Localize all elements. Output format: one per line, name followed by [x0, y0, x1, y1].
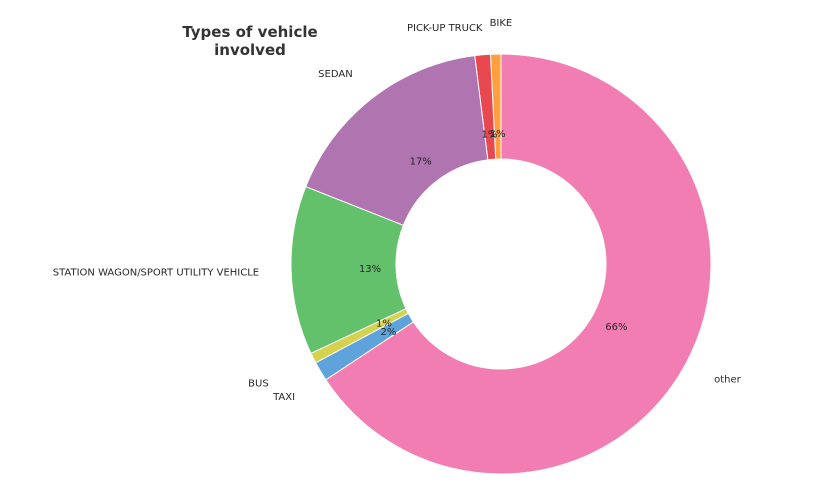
slice-other — [325, 53, 712, 475]
chart-title-line-1: Types of vehicle — [182, 23, 317, 41]
category-label-sedan: SEDAN — [318, 69, 353, 80]
pct-label-other: 66% — [605, 322, 627, 333]
percent-labels-group: 1%1%17%13%1%2% 66% — [359, 129, 628, 338]
pct-label-bike: 1% — [490, 129, 506, 140]
category-label-station-wagon-sport-utility-vehicle: STATION WAGON/SPORT UTILITY VEHICLE — [53, 268, 259, 279]
category-labels-group: BIKE PICK-UP TRUCK SEDAN STATION WAGON/SPOR… — [53, 18, 742, 403]
slices-group — [290, 53, 712, 475]
category-label-other: other — [714, 375, 742, 386]
category-label-taxi: TAXI — [272, 392, 295, 403]
pct-label-pick-up-truck: 1% — [482, 130, 498, 141]
category-label-bike: BIKE — [490, 18, 513, 29]
chart-title-line-2: involved — [214, 41, 286, 59]
pct-label-taxi: 2% — [381, 327, 397, 338]
category-label-pick-up-truck: PICK-UP TRUCK — [407, 23, 483, 34]
pct-label-sedan: 17% — [410, 156, 432, 167]
category-label-bus: BUS — [248, 379, 269, 390]
pct-label-bus: 1% — [376, 319, 392, 330]
slice-sedan — [305, 55, 489, 226]
pct-label-station-wagon-sport-utility-vehicle: 13% — [359, 264, 381, 275]
